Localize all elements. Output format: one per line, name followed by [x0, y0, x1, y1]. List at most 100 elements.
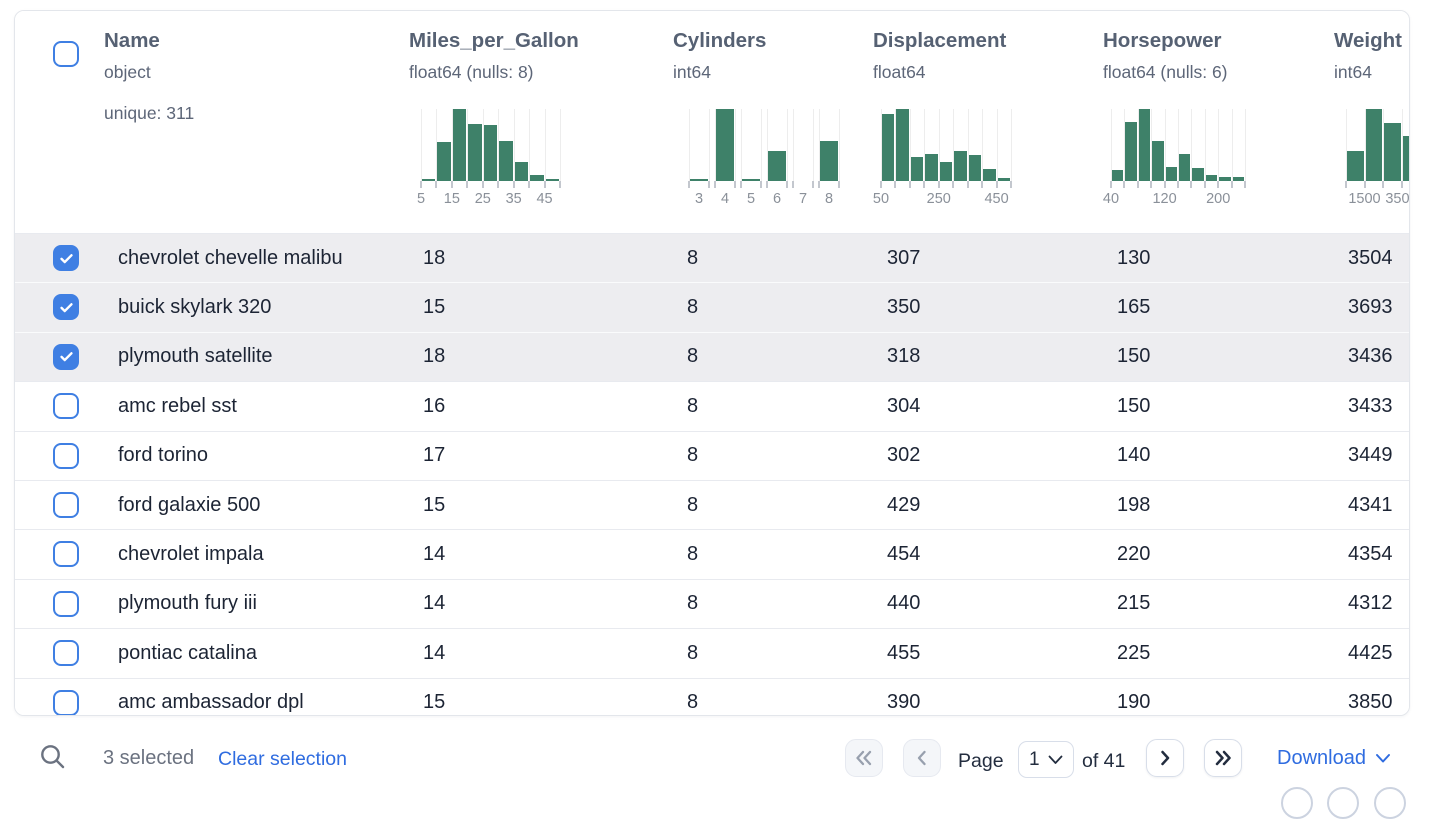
cell-weight: 4425 — [1348, 641, 1393, 664]
clear-selection-link[interactable]: Clear selection — [218, 748, 347, 770]
column-type-horsepower: float64 (nulls: 6) — [1103, 62, 1228, 82]
table-header: Name object unique: 311 Miles_per_Gallon… — [15, 11, 1409, 233]
histogram-weight[interactable]: 15003500 — [1345, 109, 1409, 211]
cell-disp: 455 — [887, 641, 921, 664]
column-title-weight[interactable]: Weight — [1334, 29, 1402, 52]
cell-weight: 4354 — [1348, 543, 1393, 566]
page-select-value: 1 — [1029, 748, 1040, 770]
column-type-miles-per-gallon: float64 (nulls: 8) — [409, 62, 534, 82]
cell-mpg: 14 — [423, 641, 446, 664]
column-title-name[interactable]: Name — [104, 29, 160, 52]
cell-name: chevrolet impala — [118, 543, 264, 566]
row-checkbox[interactable] — [53, 590, 79, 617]
row-checkbox[interactable] — [53, 541, 79, 568]
cell-hp: 140 — [1117, 444, 1151, 467]
selected-count: 3 selected — [103, 747, 195, 769]
table-body: chevrolet chevelle malibu 18 8 307 130 3504 bu… — [15, 233, 1409, 715]
checkmark-icon — [59, 352, 73, 362]
cell-disp: 307 — [887, 246, 921, 269]
cell-hp: 150 — [1117, 394, 1151, 417]
histogram-displacement[interactable]: 50 250 450 — [873, 109, 1012, 211]
cell-hp: 190 — [1117, 691, 1151, 714]
cell-disp: 302 — [887, 444, 921, 467]
cell-disp: 429 — [887, 493, 921, 516]
cell-weight: 4341 — [1348, 493, 1393, 516]
column-type-displacement: float64 — [873, 62, 926, 82]
row-checkbox[interactable] — [53, 689, 79, 715]
row-checkbox-checked[interactable] — [53, 294, 79, 321]
cell-mpg: 17 — [423, 444, 446, 467]
cell-hp: 220 — [1117, 543, 1151, 566]
table-row: pontiac catalina 14 8 455 225 4425 — [15, 628, 1409, 678]
page-total-label: of 41 — [1082, 750, 1126, 772]
cell-cyl: 8 — [687, 444, 699, 467]
cell-name: amc ambassador dpl — [118, 691, 304, 714]
cell-hp: 215 — [1117, 592, 1151, 615]
cell-weight: 3436 — [1348, 345, 1393, 368]
data-table-card: Name object unique: 311 Miles_per_Gallon… — [14, 10, 1410, 716]
column-type-name: object — [104, 62, 151, 82]
page-select[interactable]: 1 — [1018, 741, 1074, 778]
column-type-cylinders: int64 — [673, 62, 711, 82]
column-title-miles-per-gallon[interactable]: Miles_per_Gallon — [409, 29, 579, 52]
select-all-checkbox[interactable] — [53, 41, 79, 67]
first-page-button[interactable] — [845, 739, 883, 777]
chevron-right-icon — [1161, 750, 1170, 766]
cell-name: ford galaxie 500 — [118, 493, 261, 516]
last-page-button[interactable] — [1204, 739, 1242, 777]
row-checkbox[interactable] — [53, 442, 79, 469]
cell-hp: 130 — [1117, 246, 1151, 269]
cell-disp: 440 — [887, 592, 921, 615]
cell-disp: 350 — [887, 296, 921, 319]
table-row: amc rebel sst 16 8 304 150 3433 — [15, 381, 1409, 431]
cell-mpg: 14 — [423, 592, 446, 615]
chevron-down-icon — [1375, 754, 1390, 763]
cell-hp: 165 — [1117, 296, 1151, 319]
cell-mpg: 18 — [423, 246, 446, 269]
row-checkbox[interactable] — [53, 640, 79, 667]
cell-name: buick skylark 320 — [118, 296, 272, 319]
cell-cyl: 8 — [687, 394, 699, 417]
cell-disp: 318 — [887, 345, 921, 368]
column-title-horsepower[interactable]: Horsepower — [1103, 29, 1222, 52]
previous-page-button[interactable] — [903, 739, 941, 777]
download-button[interactable]: Download — [1277, 747, 1391, 770]
cell-mpg: 16 — [423, 394, 446, 417]
histogram-horsepower[interactable]: 40 120 200 — [1103, 109, 1246, 211]
double-chevron-right-icon — [1215, 750, 1231, 766]
cell-cyl: 8 — [687, 543, 699, 566]
next-page-button[interactable] — [1146, 739, 1184, 777]
cell-hp: 150 — [1117, 345, 1151, 368]
cell-weight: 4312 — [1348, 592, 1393, 615]
row-checkbox[interactable] — [53, 393, 79, 420]
cell-cyl: 8 — [687, 345, 699, 368]
cell-disp: 390 — [887, 691, 921, 714]
table-row: plymouth satellite 18 8 318 150 3436 — [15, 331, 1409, 382]
cell-mpg: 14 — [423, 543, 446, 566]
column-title-cylinders[interactable]: Cylinders — [673, 29, 767, 52]
cell-cyl: 8 — [687, 691, 699, 714]
row-checkbox[interactable] — [53, 491, 79, 518]
table-row: chevrolet impala 14 8 454 220 4354 — [15, 529, 1409, 579]
cell-mpg: 18 — [423, 345, 446, 368]
cell-name: ford torino — [118, 444, 209, 467]
cell-weight: 3850 — [1348, 691, 1393, 714]
cell-hp: 225 — [1117, 641, 1151, 664]
column-title-displacement[interactable]: Displacement — [873, 29, 1007, 52]
cell-name: plymouth fury iii — [118, 592, 257, 615]
column-type-weight: int64 — [1334, 62, 1372, 82]
page-label: Page — [958, 750, 1004, 772]
cell-weight: 3449 — [1348, 444, 1393, 467]
download-label: Download — [1277, 747, 1366, 769]
table-row: plymouth fury iii 14 8 440 215 4312 — [15, 578, 1409, 629]
row-checkbox-checked[interactable] — [53, 245, 79, 271]
checkmark-icon — [59, 302, 73, 313]
histogram-miles-per-gallon[interactable]: 5 15 25 35 45 — [417, 109, 561, 211]
chevron-down-icon — [1048, 755, 1063, 764]
row-checkbox-checked[interactable] — [53, 343, 79, 370]
cell-weight: 3693 — [1348, 296, 1393, 319]
search-icon[interactable] — [38, 742, 68, 772]
chevron-left-icon — [917, 750, 926, 766]
cell-cyl: 8 — [687, 592, 699, 615]
